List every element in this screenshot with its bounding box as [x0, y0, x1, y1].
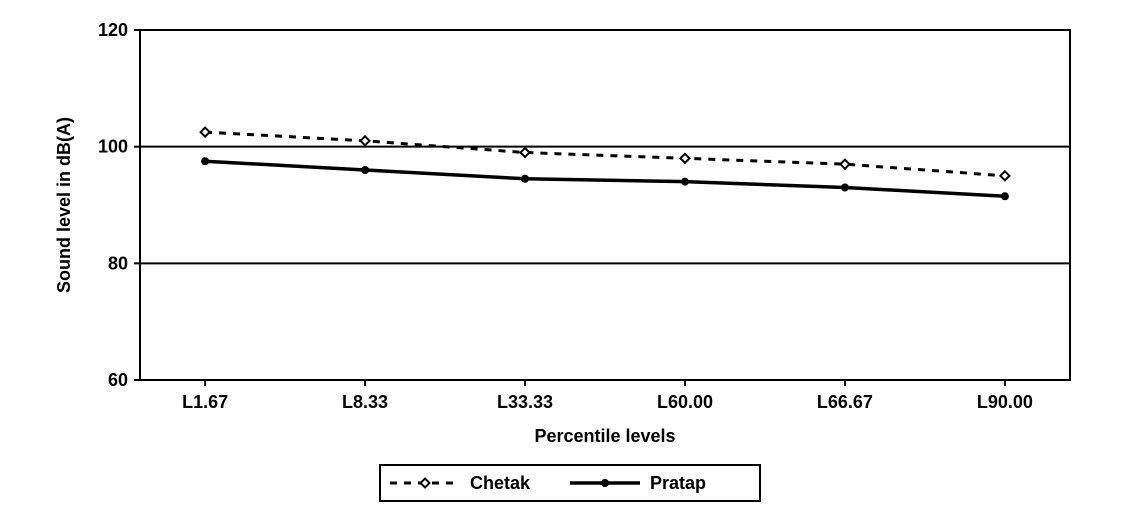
x-tick-label: L66.67: [817, 392, 873, 412]
x-tick-label: L1.67: [182, 392, 228, 412]
data-marker: [521, 175, 529, 183]
x-tick-label: L60.00: [657, 392, 713, 412]
data-marker: [601, 479, 609, 487]
chart-container: 60 80 100 120 L1.67 L8.33 L33.33 L60.00 L66.67 L9…: [20, 10, 1102, 508]
legend-label: Chetak: [470, 473, 531, 493]
x-tick-label: L33.33: [497, 392, 553, 412]
line-chart: 60 80 100 120 L1.67 L8.33 L33.33 L60.00 L66.67 L9…: [20, 10, 1102, 508]
legend: Chetak Pratap: [380, 465, 760, 501]
y-axis-label: Sound level in dB(A): [54, 117, 74, 293]
y-tick-label: 60: [108, 370, 128, 390]
y-tick-label: 100: [98, 137, 128, 157]
y-tick-label: 80: [108, 253, 128, 273]
legend-label: Pratap: [650, 473, 706, 493]
plot-area: [140, 30, 1070, 380]
data-marker: [1001, 192, 1009, 200]
y-tick-label: 120: [98, 20, 128, 40]
x-tick-label: L8.33: [342, 392, 388, 412]
data-marker: [681, 178, 689, 186]
data-marker: [841, 184, 849, 192]
data-marker: [361, 166, 369, 174]
x-axis-label: Percentile levels: [534, 426, 675, 446]
x-tick-label: L90.00: [977, 392, 1033, 412]
data-marker: [201, 157, 209, 165]
